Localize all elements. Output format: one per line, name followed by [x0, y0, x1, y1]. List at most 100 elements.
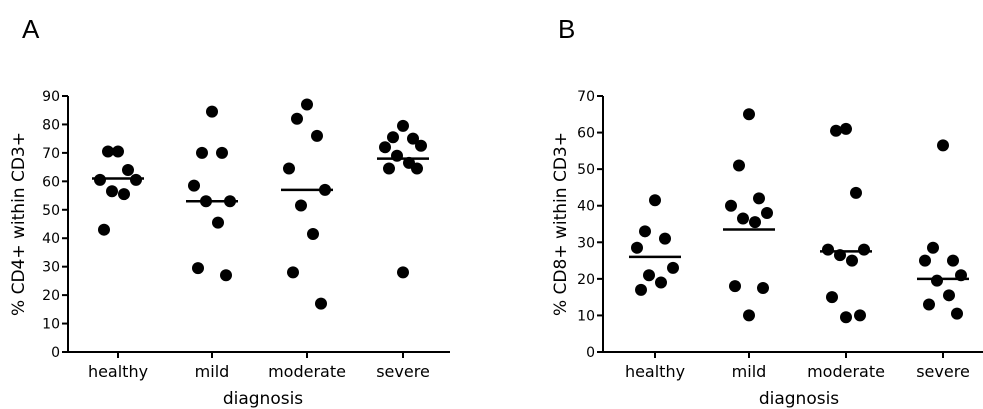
data-point-mild — [196, 146, 208, 159]
y-tick-label: 70 — [577, 89, 595, 105]
data-point-mild — [192, 262, 204, 275]
data-point-mild — [753, 192, 765, 205]
data-point-severe — [407, 132, 419, 145]
data-point-mild — [761, 207, 773, 220]
data-point-mild — [757, 282, 769, 294]
data-point-moderate — [822, 243, 834, 256]
x-axis-title: diagnosis — [759, 389, 839, 409]
data-point-healthy — [112, 145, 124, 158]
data-point-healthy — [94, 173, 106, 186]
y-tick-label: 50 — [577, 162, 595, 178]
data-point-moderate — [846, 254, 858, 267]
y-tick-label: 60 — [42, 174, 60, 190]
data-point-moderate — [858, 243, 870, 256]
data-point-moderate — [291, 112, 303, 125]
data-point-moderate — [307, 227, 319, 240]
y-tick-label: 20 — [577, 272, 595, 288]
data-point-severe — [383, 162, 395, 175]
y-axis-title: % CD8+ within CD3+ — [551, 132, 571, 316]
x-tick-label-healthy: healthy — [625, 362, 685, 381]
data-point-healthy — [130, 173, 142, 186]
data-point-healthy — [631, 241, 643, 254]
y-tick-label: 30 — [42, 260, 60, 276]
panel-letter-b: B — [558, 14, 576, 44]
data-point-moderate — [830, 124, 842, 137]
data-point-healthy — [102, 145, 114, 158]
data-point-moderate — [315, 297, 327, 310]
data-point-severe — [927, 241, 939, 254]
data-point-healthy — [122, 163, 134, 176]
data-point-healthy — [635, 283, 647, 296]
y-tick-label: 90 — [42, 89, 60, 105]
data-point-mild — [743, 309, 755, 322]
data-point-severe — [391, 149, 403, 162]
y-tick-label: 50 — [42, 203, 60, 219]
data-point-moderate — [311, 129, 323, 142]
data-point-mild — [206, 105, 218, 118]
data-point-severe — [947, 254, 959, 267]
data-point-mild — [737, 212, 749, 225]
data-point-severe — [943, 289, 955, 302]
x-tick-label-severe: severe — [376, 362, 430, 381]
data-point-severe — [931, 274, 943, 287]
data-point-moderate — [840, 311, 852, 324]
data-point-mild — [733, 159, 745, 172]
data-point-severe — [415, 139, 427, 152]
x-tick-label-moderate: moderate — [807, 362, 885, 381]
x-tick-label-severe: severe — [916, 362, 970, 381]
panel-letter-a: A — [22, 14, 40, 44]
data-point-mild — [743, 108, 755, 121]
data-point-moderate — [283, 162, 295, 175]
data-point-healthy — [667, 261, 679, 274]
data-point-healthy — [659, 232, 671, 245]
data-point-mild — [220, 269, 232, 282]
data-point-moderate — [295, 199, 307, 212]
x-tick-label-mild: mild — [732, 362, 767, 381]
y-tick-label: 10 — [42, 317, 60, 333]
data-point-severe — [937, 139, 949, 152]
y-tick-label: 40 — [42, 231, 60, 247]
data-point-severe — [411, 162, 423, 175]
data-point-severe — [923, 298, 935, 311]
data-point-healthy — [655, 276, 667, 289]
data-point-mild — [216, 146, 228, 159]
data-point-mild — [212, 216, 224, 229]
y-tick-label: 60 — [577, 126, 595, 142]
data-point-severe — [379, 141, 391, 154]
data-point-moderate — [850, 186, 862, 199]
data-point-severe — [397, 266, 409, 279]
data-point-moderate — [854, 309, 866, 322]
data-point-healthy — [98, 223, 110, 236]
y-tick-label: 10 — [577, 308, 595, 324]
data-point-severe — [919, 254, 931, 267]
y-tick-label: 0 — [51, 345, 60, 361]
data-point-mild — [729, 280, 741, 293]
y-tick-label: 20 — [42, 288, 60, 304]
data-point-moderate — [826, 291, 838, 304]
data-point-moderate — [301, 98, 313, 111]
data-point-severe — [387, 131, 399, 144]
data-point-mild — [725, 199, 737, 212]
x-tick-label-moderate: moderate — [268, 362, 346, 381]
x-tick-label-healthy: healthy — [88, 362, 148, 381]
data-point-moderate — [287, 266, 299, 279]
y-tick-label: 0 — [586, 345, 595, 361]
data-point-healthy — [118, 188, 130, 201]
data-point-healthy — [639, 225, 651, 238]
data-point-healthy — [643, 269, 655, 282]
data-point-healthy — [649, 194, 661, 207]
data-point-healthy — [106, 185, 118, 198]
x-axis-title: diagnosis — [223, 389, 303, 409]
y-tick-label: 80 — [42, 117, 60, 133]
y-tick-label: 40 — [577, 199, 595, 215]
data-point-severe — [397, 119, 409, 132]
data-point-moderate — [840, 122, 852, 135]
y-axis-title: % CD4+ within CD3+ — [9, 132, 29, 316]
x-tick-label-mild: mild — [195, 362, 230, 381]
y-tick-label: 30 — [577, 235, 595, 251]
y-tick-label: 70 — [42, 146, 60, 162]
data-point-severe — [951, 307, 963, 320]
data-point-mild — [188, 179, 200, 192]
data-point-mild — [749, 216, 761, 229]
